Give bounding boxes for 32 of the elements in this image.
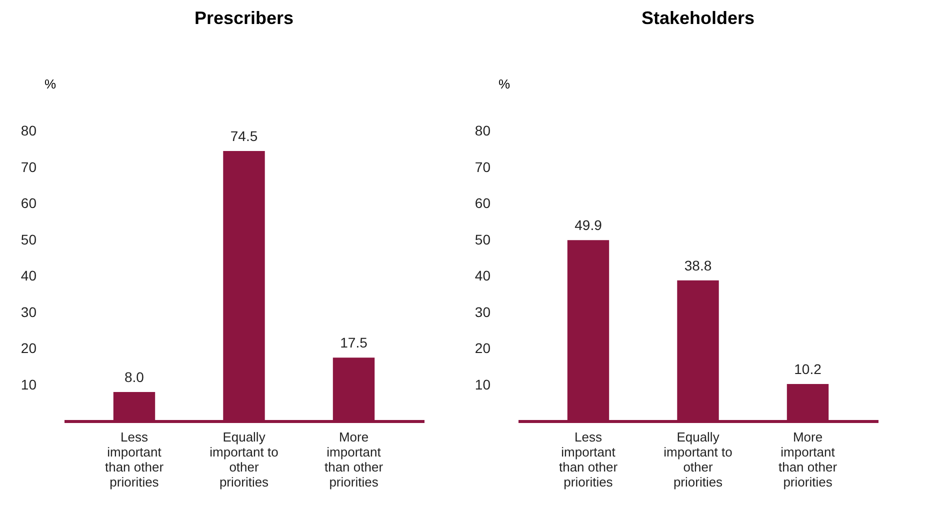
chart-title: Stakeholders xyxy=(641,8,755,28)
y-tick-label: 40 xyxy=(20,268,37,284)
y-tick-label: 30 xyxy=(474,304,491,320)
y-tick-label: 60 xyxy=(20,195,37,211)
y-tick-label: 70 xyxy=(474,158,491,175)
y-tick-label: 50 xyxy=(474,231,491,248)
y-tick-label: 60 xyxy=(474,195,491,211)
data-label: 10.2 xyxy=(794,361,822,378)
data-label: 8.0 xyxy=(124,369,144,385)
x-tick-label: Less important than other priorities xyxy=(558,430,618,490)
chart-title: Prescribers xyxy=(194,8,294,28)
y-tick-label: 50 xyxy=(20,231,37,248)
data-label: 38.8 xyxy=(684,257,712,274)
x-tick-label: Equally important to other priorities xyxy=(210,430,278,490)
data-label: 17.5 xyxy=(340,334,368,351)
y-axis-title: % xyxy=(44,76,56,92)
y-tick-label: 10 xyxy=(474,376,491,392)
y-tick-label: 40 xyxy=(474,268,491,284)
x-tick-label: More important than other priorities xyxy=(324,430,384,490)
data-label: 49.9 xyxy=(574,217,602,234)
y-tick-label: 80 xyxy=(474,122,491,138)
y-tick-label: 80 xyxy=(20,122,37,138)
data-label: 74.5 xyxy=(230,128,258,144)
y-tick-label: 10 xyxy=(20,376,37,392)
y-tick-label: 20 xyxy=(20,340,37,356)
x-tick-label: Equally important to other priorities xyxy=(664,430,732,490)
y-tick-label: 30 xyxy=(20,304,37,320)
x-tick-label: More important than other priorities xyxy=(778,430,838,490)
x-tick-label: Less important than other priorities xyxy=(104,430,164,490)
y-tick-label: 20 xyxy=(474,340,491,356)
y-axis-title: % xyxy=(498,76,510,92)
y-tick-label: 70 xyxy=(20,158,37,175)
